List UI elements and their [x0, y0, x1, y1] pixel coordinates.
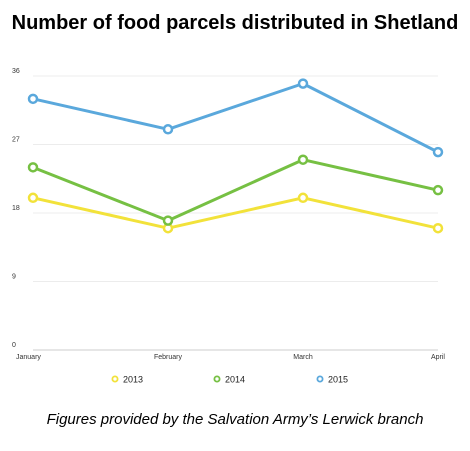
- data-point: [162, 124, 174, 135]
- data-point: [162, 215, 174, 226]
- y-axis-ticks: 0 9 18 27 36: [12, 68, 20, 349]
- data-point: [297, 154, 309, 165]
- legend-label: 2013: [123, 375, 143, 385]
- data-point: [27, 162, 39, 173]
- series-line-2013: [32, 196, 439, 230]
- series-line-2014: [32, 158, 439, 223]
- x-tick-label: January: [16, 354, 41, 361]
- series-lines: [27, 78, 444, 234]
- y-tick-label: 9: [12, 274, 16, 281]
- x-tick-label: March: [293, 354, 313, 361]
- data-point: [432, 222, 444, 234]
- legend-marker: [111, 375, 119, 383]
- legend-label: 2014: [225, 375, 245, 385]
- y-tick-label: 36: [12, 68, 20, 75]
- legend: 2013 2014 2015: [111, 375, 348, 385]
- x-tick-label: February: [154, 354, 183, 361]
- legend-label: 2015: [328, 375, 348, 385]
- data-point: [297, 192, 309, 204]
- legend-marker: [213, 375, 221, 383]
- data-point: [432, 184, 444, 196]
- data-point: [297, 78, 309, 89]
- y-tick-label: 18: [12, 205, 20, 212]
- y-tick-label: 27: [12, 137, 20, 144]
- x-tick-label: April: [431, 354, 445, 361]
- y-tick-label: 0: [12, 342, 16, 349]
- x-axis-ticks: January February March April: [16, 354, 445, 361]
- chart-title: Number of food parcels distributed in Sh…: [11, 12, 459, 34]
- chart-caption: Figures provided by the Salvation Army’s…: [46, 411, 424, 428]
- data-point: [27, 192, 39, 204]
- legend-marker: [316, 375, 324, 383]
- series-line-2015: [32, 82, 439, 154]
- data-point: [27, 93, 39, 105]
- data-point: [432, 146, 444, 158]
